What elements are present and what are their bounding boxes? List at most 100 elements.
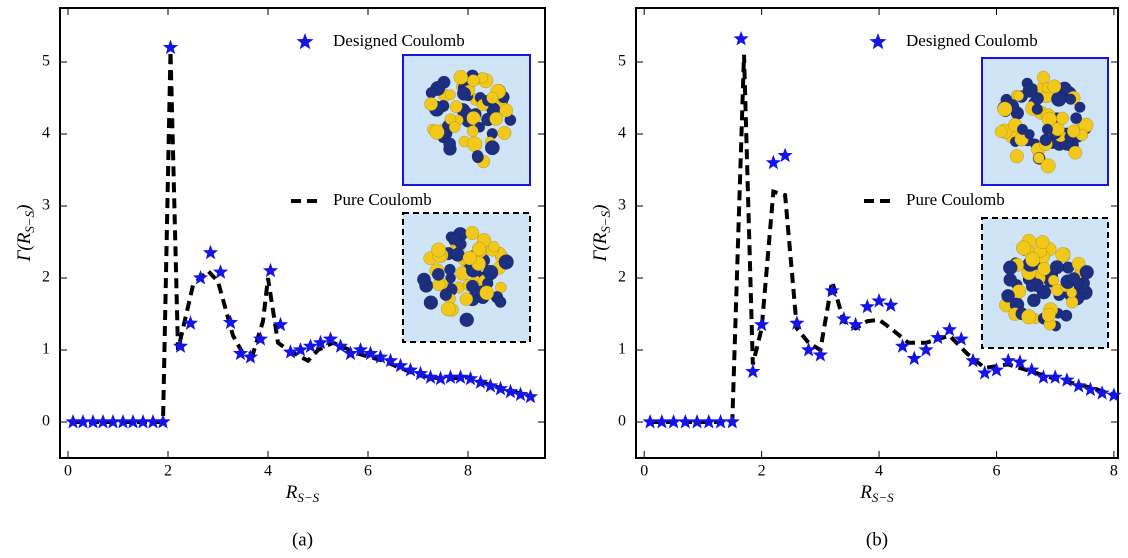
star-marker [918, 342, 934, 357]
y-tick-label: 2 [618, 269, 626, 286]
star-marker [906, 350, 922, 366]
star-marker [85, 414, 101, 429]
star-marker [689, 414, 705, 429]
star-marker [977, 365, 993, 380]
y-axis-label-sub: S−S [22, 210, 37, 232]
star-marker [462, 370, 479, 386]
inset-sphere [1060, 309, 1073, 322]
inset-sphere [1015, 240, 1032, 256]
star-marker [812, 347, 828, 362]
star-marker [352, 342, 369, 357]
x-tick-label: 8 [464, 463, 472, 480]
inset-sphere [1001, 288, 1015, 303]
inset-sphere [471, 150, 484, 162]
star-marker [502, 383, 519, 399]
inset-sphere [417, 272, 431, 287]
inset-sphere [465, 226, 480, 241]
inset-sphere [486, 91, 499, 104]
legend-label: Designed Coulomb [333, 31, 465, 50]
star-marker [472, 374, 489, 389]
y-tick-label: 2 [42, 269, 50, 286]
x-tick-label: 0 [64, 463, 72, 480]
star-marker [442, 369, 459, 384]
inset-sphere [1016, 123, 1029, 135]
star-marker [789, 315, 805, 330]
star-marker [777, 147, 793, 163]
star-marker [135, 414, 151, 429]
star-marker [95, 414, 111, 429]
y-tick-label: 4 [618, 125, 626, 142]
star-marker [1059, 372, 1075, 387]
inset-sphere [997, 101, 1013, 117]
star-marker [883, 297, 899, 312]
x-tick-label: 2 [758, 463, 766, 480]
y-axis-label-suffix: ) [14, 205, 35, 212]
legend-symbol [869, 33, 887, 50]
y-tick-label: 3 [618, 197, 626, 214]
inset-sphere [425, 87, 438, 99]
caption: (a) [292, 529, 313, 550]
star-marker [654, 414, 670, 429]
inset-sphere [1031, 103, 1043, 115]
star-marker [953, 331, 969, 346]
inset-sphere [1074, 101, 1086, 113]
star-marker [1024, 362, 1040, 377]
star-marker [745, 363, 761, 379]
star-marker [292, 342, 309, 357]
y-axis-label: Γ(RS−S) [14, 205, 37, 263]
star-marker [65, 414, 81, 429]
y-tick-label: 0 [618, 413, 626, 430]
inset-sphere [466, 125, 479, 138]
y-tick-label: 5 [618, 53, 626, 70]
star-marker [512, 386, 529, 402]
star-marker [941, 321, 958, 337]
star-marker [1071, 378, 1087, 393]
star-marker [836, 311, 852, 326]
star-marker [182, 315, 199, 330]
inset-sphere [499, 103, 514, 118]
caption: (b) [866, 529, 888, 550]
y-tick-label: 4 [42, 125, 50, 142]
inset-sphere [1070, 112, 1083, 125]
star-marker [75, 414, 91, 429]
star-marker [701, 414, 717, 429]
star-marker [871, 293, 887, 308]
inset-sphere [482, 264, 499, 281]
inset-sphere [1040, 158, 1056, 174]
inset-sphere [1064, 93, 1077, 105]
inset-sphere [479, 285, 495, 301]
star-marker [212, 264, 229, 279]
star-marker [1094, 385, 1110, 400]
x-axis-label: RS−S [285, 482, 320, 505]
dashed-line [650, 54, 1115, 424]
star-marker [847, 316, 864, 332]
star-marker [272, 316, 289, 332]
inset-sphere [1035, 235, 1050, 250]
plot-frame [59, 7, 546, 459]
star-marker [522, 388, 539, 404]
x-axis-label: RS−S [859, 482, 894, 505]
star-marker [754, 316, 770, 332]
inset-sphere [1041, 307, 1056, 323]
star-marker [859, 298, 875, 314]
inset-sphere [455, 238, 467, 251]
inset-sphere [498, 254, 514, 270]
inset-sphere [1039, 133, 1052, 147]
inset-sphere [424, 97, 439, 111]
star-marker [712, 414, 729, 429]
x-axis-label-main: R [285, 482, 298, 503]
star-marker [733, 30, 749, 46]
legend-label: Designed Coulomb [906, 31, 1038, 50]
star-marker [824, 282, 840, 298]
star-marker [202, 244, 219, 260]
inset-sphere [466, 110, 481, 126]
inset-sphere [453, 70, 469, 85]
inset-sphere [1025, 281, 1037, 293]
inset-sphere [1067, 272, 1081, 286]
inset-sphere [1071, 256, 1086, 271]
inset-sphere [1066, 287, 1078, 299]
inset-sphere [443, 137, 457, 151]
star-marker [965, 352, 981, 368]
